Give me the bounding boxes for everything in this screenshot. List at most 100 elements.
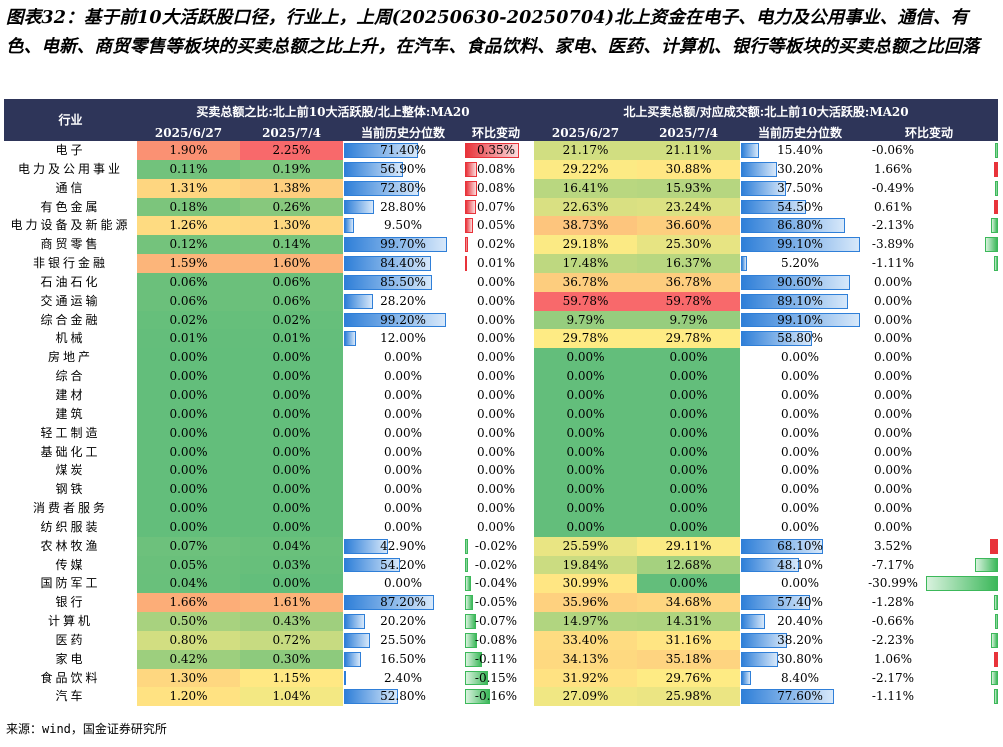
percentile-value: 0.00% [383, 463, 423, 478]
table-row: 轻工制造 0.00% 0.00% 0.00% 0.00% 0.00% 0.00% 0.00% 0… [4, 423, 998, 443]
table-row: 有色金属 0.18% 0.26% 28.80% 0.07% 22.63% 23.24% 54.… [4, 197, 999, 217]
share-prev-cell: 36.78% [534, 272, 637, 292]
percentile-cell: 48.10% [740, 556, 860, 575]
change-cell: 0.00% [463, 311, 529, 330]
percentile-value: 0.00% [383, 444, 423, 459]
change-value: -0.04% [474, 576, 518, 591]
change-cell: 0.00% [463, 518, 529, 537]
col-header: 环比变动 [463, 125, 529, 141]
spacer [529, 216, 534, 236]
change-bar-cell [926, 292, 998, 311]
share-curr-cell: 0.00% [637, 367, 740, 386]
percentile-cell: 2.40% [343, 669, 463, 688]
percentile-value: 0.00% [383, 576, 423, 591]
change-bar-cell [926, 273, 998, 292]
percentile-value: 15.40% [777, 143, 823, 157]
change-bar [990, 632, 999, 648]
percentile-value: 0.00% [383, 387, 423, 402]
percentile-bar [741, 689, 835, 705]
change-cell: 0.00% [463, 405, 529, 424]
change-bar-cell [926, 311, 998, 330]
change-cell: 0.01% [463, 254, 529, 273]
percentile-cell: 0.00% [740, 480, 860, 499]
ratio-curr-cell: 1.15% [240, 668, 343, 688]
percentile-cell: 0.00% [740, 461, 860, 480]
spacer [529, 310, 534, 330]
percentile-value: 48.10% [777, 557, 823, 572]
percentile-bar [741, 199, 807, 215]
change-value-cell: 3.52% [873, 538, 913, 553]
share-curr-cell: 0.00% [637, 423, 740, 443]
change-bar [465, 256, 467, 271]
share-prev-cell: 0.00% [534, 461, 637, 481]
share-prev-cell: 21.17% [534, 141, 637, 160]
industry-name: 纺织服装 [40, 519, 101, 534]
share-prev-cell: 0.00% [534, 385, 637, 405]
share-prev-cell: 22.63% [534, 197, 637, 217]
change-value: 0.00% [476, 501, 516, 516]
ratio-curr-cell: 0.02% [240, 310, 343, 330]
industry-name: 通信 [55, 180, 86, 195]
ratio-prev-cell: 1.20% [137, 687, 240, 707]
percentile-value: 0.00% [780, 519, 820, 534]
industry-name: 煤炭 [55, 463, 86, 478]
industry-header: 行业 [4, 99, 137, 141]
ratio-curr-cell: 2.25% [240, 141, 343, 160]
percentile-value: 0.00% [383, 350, 423, 365]
change-bar [994, 161, 999, 177]
percentile-cell: 0.00% [740, 518, 860, 537]
percentile-bar [741, 331, 812, 347]
percentile-value: 8.40% [780, 670, 820, 685]
change-bar [991, 218, 999, 234]
percentile-cell: 38.20% [740, 631, 860, 650]
change-bar [465, 576, 472, 592]
change-bar [465, 237, 469, 253]
change-bar [990, 538, 999, 554]
percentile-cell: 58.80% [740, 329, 860, 348]
ratio-curr-cell: 1.30% [240, 216, 343, 236]
change-cell: 0.00% [463, 386, 529, 405]
change-bar-cell [926, 235, 999, 254]
change-bar-cell [926, 367, 998, 386]
industry-name: 银行 [55, 595, 86, 610]
share-prev-cell: 0.00% [534, 499, 637, 518]
ratio-prev-cell: 0.04% [137, 574, 240, 594]
percentile-cell: 28.20% [343, 292, 463, 311]
change-value-cell: 0.00% [873, 444, 913, 459]
share-curr-cell: 16.37% [637, 254, 740, 273]
ratio-prev-cell: 0.42% [137, 649, 240, 669]
percentile-cell: 52.80% [343, 687, 463, 706]
ratio-prev-cell: 0.01% [137, 329, 240, 349]
percentile-value: 30.20% [777, 161, 823, 176]
percentile-bar [741, 557, 799, 573]
percentile-cell: 85.50% [343, 273, 463, 292]
change-value-cell: -2.23% [871, 632, 915, 647]
change-bar-cell [926, 650, 999, 669]
percentile-value: 87.20% [380, 595, 426, 610]
change-cell: -0.07% [463, 612, 529, 631]
ratio-prev-cell: 0.00% [137, 461, 240, 481]
change-bar [926, 576, 999, 592]
change-bar-cell [926, 179, 999, 198]
share-curr-cell: 29.76% [637, 668, 740, 688]
table-row: 房地产 0.00% 0.00% 0.00% 0.00% 0.00% 0.00% 0.00% 0.… [4, 348, 998, 368]
percentile-value: 86.80% [777, 218, 823, 233]
percentile-value: 84.40% [380, 256, 426, 271]
change-bar [995, 614, 999, 629]
col-header: 当前历史分位数 [343, 125, 463, 141]
percentile-value: 99.20% [380, 312, 426, 327]
change-bar [465, 143, 519, 158]
percentile-bar [741, 161, 778, 177]
ratio-curr-cell: 0.00% [240, 461, 343, 481]
percentile-value: 90.60% [777, 274, 823, 289]
table-row: 非银行金融 1.59% 1.60% 84.40% 0.01% 17.48% 16.37% 5.… [4, 254, 999, 273]
ratio-prev-cell: 0.80% [137, 630, 240, 650]
percentile-cell: 0.00% [740, 367, 860, 386]
percentile-cell: 16.50% [343, 650, 463, 669]
percentile-cell: 54.20% [343, 556, 463, 575]
share-prev-cell: 29.18% [534, 235, 637, 255]
percentile-bar [344, 218, 354, 234]
percentile-value: 54.20% [380, 557, 426, 572]
change-value-cell: 0.00% [873, 425, 913, 440]
ratio-curr-cell: 0.00% [240, 517, 343, 537]
